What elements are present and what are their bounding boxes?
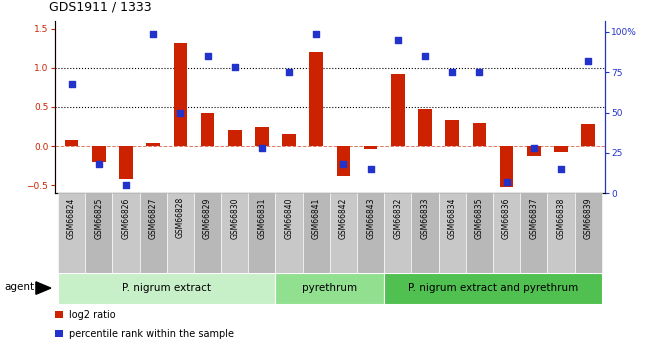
Bar: [146, 143, 160, 146]
Point: [474, 70, 485, 75]
Text: GSM66828: GSM66828: [176, 197, 185, 238]
Text: GSM66829: GSM66829: [203, 197, 212, 238]
Bar: [473, 122, 486, 146]
Point: [148, 31, 159, 36]
Bar: [55, 330, 64, 337]
Polygon shape: [36, 282, 51, 294]
Bar: [276, 193, 303, 273]
Point: [583, 58, 593, 64]
Text: GSM66824: GSM66824: [67, 197, 76, 238]
Text: GSM66836: GSM66836: [502, 197, 511, 239]
Text: GSM66830: GSM66830: [230, 197, 239, 239]
Text: GSM66839: GSM66839: [584, 197, 593, 239]
Bar: [554, 146, 568, 152]
Bar: [58, 193, 85, 273]
Bar: [119, 146, 133, 179]
Text: GSM66835: GSM66835: [475, 197, 484, 239]
Bar: [493, 193, 520, 273]
Bar: [303, 193, 330, 273]
Bar: [167, 193, 194, 273]
Bar: [391, 74, 405, 146]
Point: [365, 166, 376, 172]
Bar: [201, 113, 214, 146]
Bar: [174, 43, 187, 146]
Text: GSM66827: GSM66827: [149, 197, 158, 238]
Point: [420, 53, 430, 59]
Bar: [92, 146, 105, 162]
Point: [202, 53, 213, 59]
Bar: [255, 127, 268, 146]
Bar: [575, 193, 602, 273]
Bar: [337, 146, 350, 176]
Bar: [221, 193, 248, 273]
Point: [121, 183, 131, 188]
Point: [338, 161, 348, 167]
Bar: [418, 109, 432, 146]
Bar: [55, 311, 64, 318]
Text: GSM66826: GSM66826: [122, 197, 131, 238]
Bar: [65, 140, 79, 146]
Point: [311, 31, 322, 36]
Text: GSM66838: GSM66838: [556, 197, 566, 238]
Text: pyrethrum: pyrethrum: [302, 283, 358, 293]
Text: GSM66831: GSM66831: [257, 197, 266, 238]
Bar: [500, 146, 514, 187]
Point: [528, 145, 539, 151]
Text: P. nigrum extract and pyrethrum: P. nigrum extract and pyrethrum: [408, 283, 578, 293]
Text: GSM66843: GSM66843: [366, 197, 375, 239]
Point: [447, 70, 458, 75]
Text: GSM66833: GSM66833: [421, 197, 430, 239]
Bar: [276, 273, 384, 304]
Bar: [581, 124, 595, 146]
Bar: [527, 146, 541, 156]
Text: GSM66840: GSM66840: [285, 197, 294, 239]
Bar: [248, 193, 276, 273]
Bar: [58, 273, 276, 304]
Bar: [445, 120, 459, 146]
Point: [501, 179, 512, 185]
Text: GSM66834: GSM66834: [448, 197, 457, 239]
Text: log2 ratio: log2 ratio: [69, 309, 116, 319]
Bar: [309, 52, 323, 146]
Bar: [357, 193, 384, 273]
Text: percentile rank within the sample: percentile rank within the sample: [69, 328, 234, 338]
Point: [94, 161, 104, 167]
Bar: [112, 193, 140, 273]
Text: GSM66832: GSM66832: [393, 197, 402, 238]
Bar: [85, 193, 112, 273]
Bar: [466, 193, 493, 273]
Bar: [140, 193, 167, 273]
Text: GSM66837: GSM66837: [529, 197, 538, 239]
Bar: [520, 193, 547, 273]
Bar: [384, 193, 411, 273]
Point: [257, 145, 267, 151]
Point: [284, 70, 294, 75]
Point: [556, 166, 566, 172]
Text: agent: agent: [5, 282, 34, 292]
Text: GDS1911 / 1333: GDS1911 / 1333: [49, 1, 151, 14]
Bar: [228, 130, 242, 146]
Bar: [384, 273, 602, 304]
Text: GSM66842: GSM66842: [339, 197, 348, 238]
Bar: [439, 193, 466, 273]
Bar: [547, 193, 575, 273]
Bar: [411, 193, 439, 273]
Point: [175, 110, 185, 115]
Bar: [364, 146, 378, 149]
Point: [229, 65, 240, 70]
Point: [66, 81, 77, 86]
Bar: [194, 193, 221, 273]
Point: [393, 37, 403, 43]
Bar: [282, 134, 296, 146]
Text: GSM66825: GSM66825: [94, 197, 103, 238]
Text: P. nigrum extract: P. nigrum extract: [122, 283, 211, 293]
Text: GSM66841: GSM66841: [312, 197, 321, 238]
Bar: [330, 193, 357, 273]
